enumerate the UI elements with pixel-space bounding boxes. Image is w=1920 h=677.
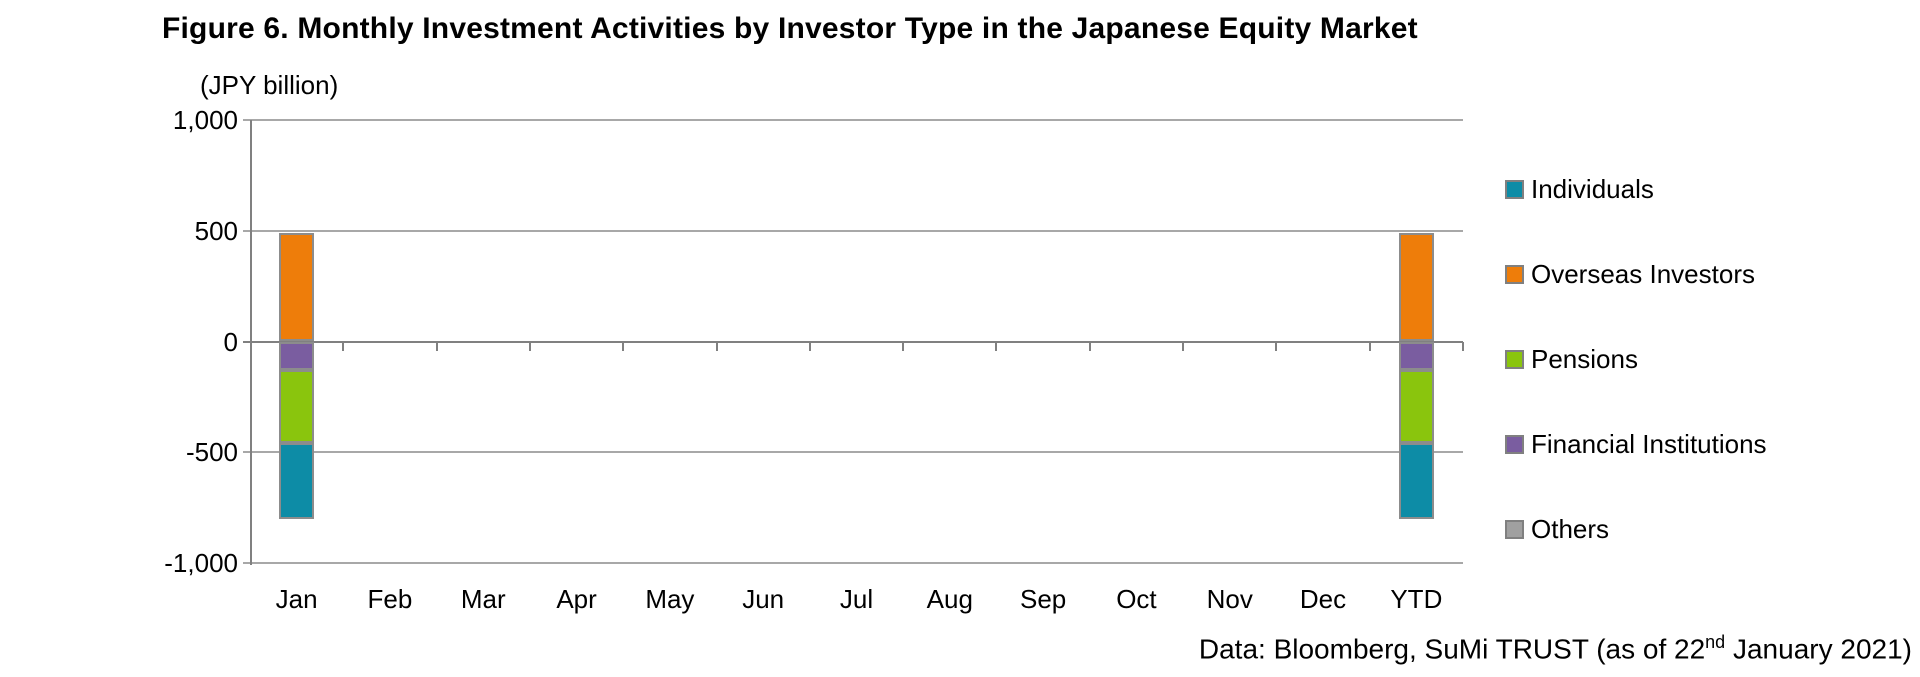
legend-label: Others [1531,513,1610,544]
x-axis-tick [715,341,718,351]
bar-segment-overseas-investors [1398,232,1434,342]
bar-segment-pensions [279,370,315,444]
x-axis-tick-label: YTD [1390,584,1443,614]
plot-area [243,119,1464,565]
bar-segment-overseas-investors [279,232,315,342]
x-axis-tick [995,341,998,351]
gridline [243,119,1463,121]
y-axis-tick-label: 500 [194,215,238,246]
x-axis-tick-label: Dec [1299,584,1347,614]
y-axis-tick-label: 0 [223,326,238,357]
legend-label: Financial Institutions [1531,428,1767,459]
bar-segment-individuals [279,443,315,519]
chart-title: Figure 6. Monthly Investment Activities … [162,12,1418,45]
y-axis-unit-label: (JPY billion) [200,70,339,100]
x-axis-tick [342,341,345,351]
gridline [243,562,1463,564]
x-axis-tick-label: Sep [1019,584,1067,614]
x-axis-tick-label: May [645,584,695,614]
gridline [243,451,1463,454]
data-source-note: Data: Bloomberg, SuMi TRUST (as of 22nd … [1199,632,1912,665]
x-axis-tick-label: Feb [367,584,413,614]
x-axis-tick-label: Mar [460,584,506,614]
y-axis-tick-label: -500 [185,437,238,468]
legend-label: Pensions [1531,343,1638,374]
x-axis-tick [528,341,531,351]
x-axis-tick-label: Apr [556,584,597,614]
legend-item-others: Others [1505,513,1610,544]
legend-item-pensions: Pensions [1505,343,1638,374]
y-axis-tick-label: 1,000 [172,105,238,135]
x-axis-tick [808,341,811,351]
x-axis-tick [1182,341,1185,351]
zero-axis-line [243,340,1463,343]
y-axis-tick-label: -1,000 [164,548,238,578]
x-axis-tick [622,341,625,351]
footer-superscript: nd [1705,632,1726,652]
gridline [243,229,1463,232]
x-axis-tick [1462,341,1464,351]
bar-segment-financial-institutions [279,341,315,371]
x-axis-tick-label: Jun [742,584,785,614]
footer-text-prefix: Data: Bloomberg, SuMi TRUST (as of 22 [1198,633,1706,665]
legend-item-individuals: Individuals [1505,173,1654,204]
footer-text-suffix: January 2021) [1725,633,1912,665]
x-axis-tick-label: Nov [1206,584,1253,614]
x-axis-tick-label: Jul [839,584,874,614]
x-axis-tick [1368,341,1371,351]
y-axis-line [250,120,252,565]
legend-item-overseas-investors: Overseas Investors [1505,258,1755,289]
legend-item-financial-institutions: Financial Institutions [1505,428,1767,459]
x-axis-tick [1275,341,1278,351]
legend-swatch-icon [1505,179,1524,199]
legend-swatch-icon [1505,349,1524,369]
x-axis-tick [1088,341,1091,351]
x-axis-tick [435,341,438,351]
x-axis-tick [902,341,905,351]
legend-swatch-icon [1505,264,1524,284]
x-axis-tick-label: Aug [926,584,973,614]
legend-swatch-icon [1505,434,1524,454]
bar-segment-individuals [1398,443,1434,519]
x-axis-tick-label: Jan [275,584,318,614]
bar-segment-pensions [1398,370,1434,444]
bar-segment-financial-institutions [1398,341,1434,371]
legend-swatch-icon [1505,519,1524,539]
legend-label: Individuals [1531,173,1654,204]
legend-label: Overseas Investors [1531,258,1755,289]
x-axis-tick-label: Oct [1116,584,1157,614]
